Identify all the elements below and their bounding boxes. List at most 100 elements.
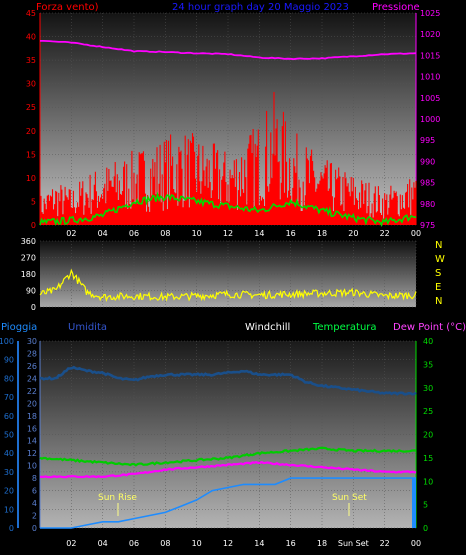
x-tick-label: 14 (254, 229, 264, 238)
series-rain-line (40, 477, 416, 529)
x-tick-label: 20 (348, 229, 358, 238)
rain-tick-label: 100 (0, 337, 14, 346)
hum-tick-label: 10 (27, 462, 37, 471)
pressure-tick-label: 1020 (420, 30, 440, 39)
rain-tick-label: 80 (4, 374, 14, 383)
hum-tick-label: 12 (27, 449, 37, 458)
rain-tick-label: 60 (4, 412, 14, 421)
wind-tick-label: 45 (26, 9, 36, 18)
temp-tick-label: 40 (423, 337, 433, 346)
rain-tick-label: 50 (4, 431, 14, 440)
pressure-tick-label: 1025 (420, 9, 440, 18)
hum-tick-label: 14 (27, 437, 37, 446)
temp-tick-label: 10 (423, 477, 433, 486)
direction-tick-label: 360 (21, 237, 36, 246)
pressure-tick-label: 1010 (420, 73, 440, 82)
legend-dewpoint: Dew Point (°C) (393, 322, 466, 333)
pressure-tick-label: 990 (420, 157, 435, 166)
legend-umidita: Umidita (68, 322, 107, 333)
direction-tick-label: 0 (31, 303, 36, 312)
x-tick-label: 08 (160, 539, 170, 548)
legend-windchill: Windchill (245, 322, 290, 333)
x-tick-label: 02 (66, 539, 76, 548)
temp-tick-label: 15 (423, 454, 433, 463)
temp-tick-label: 35 (423, 360, 433, 369)
x-tick-label: 16 (286, 229, 296, 238)
rain-tick-label: 20 (4, 487, 14, 496)
direction-tick-label: 90 (26, 287, 36, 296)
x-tick-label: 02 (66, 229, 76, 238)
x-tick-label: 10 (192, 539, 202, 548)
chart-title: 24 hour graph day 20 Maggio 2023 (172, 2, 349, 13)
x-tick-label: 22 (380, 539, 390, 548)
x-tick-label: 00 (411, 229, 421, 238)
hum-tick-label: 20 (27, 399, 37, 408)
x-tick-label: 06 (129, 539, 139, 548)
rain-tick-label: 30 (4, 468, 14, 477)
direction-tick-label: 270 (21, 254, 36, 263)
x-tick-label: 10 (192, 229, 202, 238)
temp-tick-label: 5 (423, 501, 428, 510)
compass-n-bottom: N (435, 296, 442, 307)
hum-tick-label: 18 (27, 412, 37, 421)
hum-tick-label: 0 (32, 524, 37, 533)
data-marks (39, 40, 417, 529)
wind-tick-label: 40 (26, 33, 36, 42)
hum-tick-label: 28 (27, 349, 37, 358)
wind-tick-label: 35 (26, 56, 36, 65)
pressure-tick-label: 975 (420, 221, 435, 230)
x-tick-label: 04 (98, 539, 108, 548)
rain-tick-label: 40 (4, 449, 14, 458)
hum-tick-label: 16 (27, 424, 37, 433)
x-tick-label: 16 (286, 539, 296, 548)
series-humidity-line (40, 365, 417, 396)
rain-tick-label: 10 (4, 505, 14, 514)
sun-rise-label: Sun Rise (98, 493, 137, 503)
hum-tick-label: 26 (27, 362, 37, 371)
wind-tick-label: 5 (31, 197, 36, 206)
hum-tick-label: 24 (27, 374, 37, 383)
hum-tick-label: 30 (27, 337, 37, 346)
rain-end-bar (412, 478, 416, 528)
wind-tick-label: 15 (26, 150, 36, 159)
gridlines (17, 12, 417, 529)
compass-n-top: N (435, 240, 442, 251)
temp-tick-label: 0 (423, 524, 428, 533)
x-tick-label: 12 (223, 229, 233, 238)
x-tick-label: 06 (129, 229, 139, 238)
rain-tick-label: 90 (4, 356, 14, 365)
wind-tick-label: 20 (26, 127, 36, 136)
x-tick-label: Sun Set (338, 539, 369, 548)
x-tick-label: 00 (411, 539, 421, 548)
pressure-tick-label: 995 (420, 136, 435, 145)
x-tick-label: 04 (98, 229, 108, 238)
pressure-tick-label: 1000 (420, 115, 440, 124)
hum-tick-label: 8 (32, 474, 37, 483)
compass-w: W (435, 254, 445, 265)
series-direction-line (39, 268, 417, 303)
temp-tick-label: 20 (423, 431, 433, 440)
series-gust-line (39, 191, 417, 227)
legend-temperatura: Temperatura (312, 322, 377, 333)
direction-tick-label: 180 (21, 270, 36, 279)
sun-set-label: Sun Set (332, 493, 367, 503)
temp-tick-label: 25 (423, 407, 433, 416)
hum-tick-label: 6 (32, 487, 37, 496)
rain-tick-label: 70 (4, 393, 14, 402)
wind-tick-label: 25 (26, 103, 36, 112)
series-dewpoint-line (40, 460, 417, 479)
series-temperature-line (39, 446, 417, 467)
x-tick-label: 18 (317, 229, 327, 238)
compass-s: S (435, 268, 441, 279)
series-pressure-line (40, 40, 417, 61)
hum-tick-label: 4 (32, 499, 37, 508)
pressure-tick-label: 1005 (420, 94, 440, 103)
hum-tick-label: 2 (32, 512, 37, 521)
x-tick-label: 08 (160, 229, 170, 238)
compass-e: E (435, 282, 441, 293)
wind-tick-label: 0 (31, 221, 36, 230)
x-tick-label: 14 (254, 539, 264, 548)
x-tick-label: 12 (223, 539, 233, 548)
wind-tick-label: 30 (26, 80, 36, 89)
